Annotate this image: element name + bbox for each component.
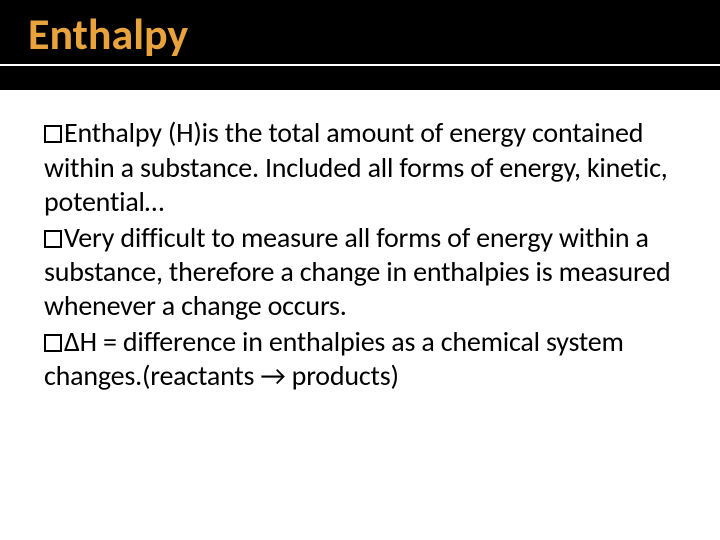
slide-title: Enthalpy bbox=[0, 10, 720, 66]
bullet-text: Enthalpy (H)is the total amount of energ… bbox=[44, 115, 668, 218]
square-bullet-icon bbox=[44, 334, 62, 352]
bullet-item: Very difficult to measure all forms of e… bbox=[44, 221, 676, 323]
square-bullet-icon bbox=[44, 230, 62, 248]
title-bar: Enthalpy bbox=[0, 0, 720, 90]
bullet-item: Enthalpy (H)is the total amount of energ… bbox=[44, 116, 676, 218]
square-bullet-icon bbox=[44, 125, 62, 143]
bullet-text: Very difficult to measure all forms of e… bbox=[44, 220, 670, 323]
slide: Enthalpy Enthalpy (H)is the total amount… bbox=[0, 0, 720, 540]
bullet-text: ΔH = difference in enthalpies as a chemi… bbox=[44, 324, 624, 393]
slide-body: Enthalpy (H)is the total amount of energ… bbox=[0, 90, 720, 393]
bullet-item: ΔH = difference in enthalpies as a chemi… bbox=[44, 325, 676, 393]
